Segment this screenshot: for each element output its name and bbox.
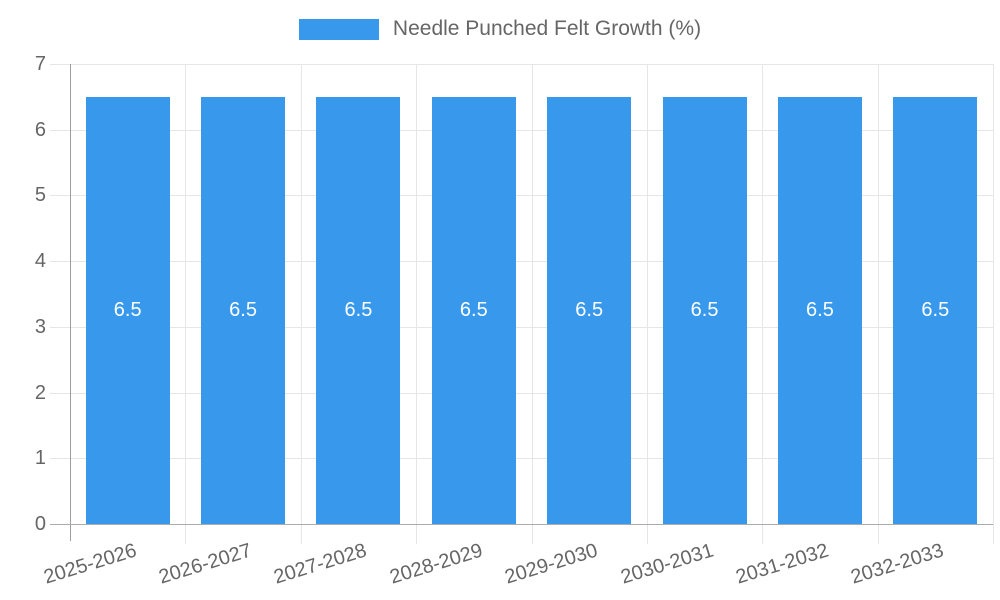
y-axis-tick-label: 5 (34, 184, 46, 207)
x-axis-line (50, 524, 993, 525)
bar: 6.5 (316, 96, 401, 524)
bar-value-label: 6.5 (921, 298, 950, 321)
bar: 6.5 (85, 96, 170, 524)
bar-value-label: 6.5 (690, 298, 719, 321)
bar: 6.5 (777, 96, 862, 524)
legend[interactable]: Needle Punched Felt Growth (%) (0, 17, 1000, 41)
y-axis-tick-label: 6 (34, 118, 46, 141)
y-axis-tick-label: 7 (34, 53, 46, 75)
gridline-vertical (531, 64, 533, 524)
gridline-vertical (185, 64, 187, 524)
bar-value-label: 6.5 (344, 298, 373, 321)
gridline-vertical (993, 64, 994, 524)
gridline-vertical (646, 64, 648, 524)
x-axis-tick (646, 524, 648, 544)
y-axis-tick-label: 0 (34, 513, 46, 535)
x-axis-tick (531, 524, 533, 544)
y-axis-tick-label: 4 (34, 250, 46, 273)
bar: 6.5 (431, 96, 516, 524)
bar-value-label: 6.5 (459, 298, 488, 321)
y-axis-tick (50, 129, 70, 131)
gridline-vertical (300, 64, 302, 524)
y-axis-tick (50, 392, 70, 394)
bar-value-label: 6.5 (229, 298, 257, 321)
y-axis-tick (50, 195, 70, 197)
x-axis-tick (300, 524, 302, 544)
x-axis-tick (993, 524, 994, 544)
x-axis-tick (762, 524, 764, 544)
bar: 6.5 (893, 96, 978, 524)
bar-value-label: 6.5 (575, 298, 604, 321)
bar-value-label: 6.5 (806, 298, 834, 321)
gridline-vertical (416, 64, 418, 524)
gridline-vertical (877, 64, 879, 524)
x-axis-tick (185, 524, 187, 544)
y-axis-tick-label: 1 (34, 447, 46, 470)
y-axis-tick (50, 261, 70, 263)
y-axis-line (70, 64, 71, 541)
y-axis-tick-label: 3 (34, 315, 46, 338)
gridline-vertical (762, 64, 764, 524)
y-axis-tick (50, 458, 70, 460)
x-axis-tick (877, 524, 879, 544)
bar: 6.5 (547, 96, 632, 524)
y-axis-tick (50, 64, 70, 65)
legend-label: Needle Punched Felt Growth (%) (392, 17, 702, 40)
y-axis-tick (50, 326, 70, 328)
legend-swatch (298, 18, 379, 40)
y-axis-tick-label: 2 (34, 381, 46, 404)
bar: 6.5 (201, 96, 286, 524)
bar-value-label: 6.5 (113, 298, 142, 321)
bar: 6.5 (662, 96, 747, 524)
x-axis-tick (416, 524, 418, 544)
